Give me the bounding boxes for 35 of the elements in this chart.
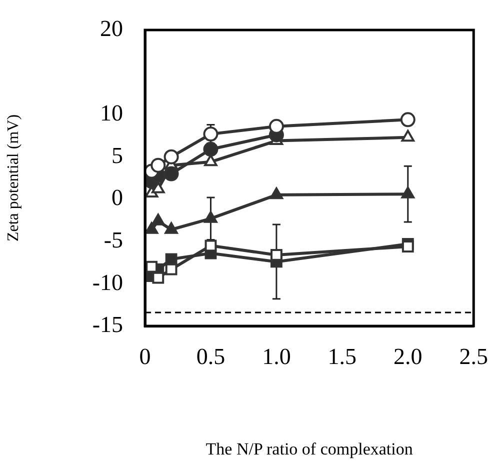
y-tick-label: -10 [92, 270, 123, 295]
point [204, 240, 217, 252]
point [150, 158, 166, 173]
point [152, 272, 164, 284]
x-tick-label: 1.0 [262, 344, 291, 369]
point [204, 211, 218, 223]
x-tick-label: 2.0 [394, 344, 422, 369]
point [268, 118, 284, 134]
x-tick-label: 0 [139, 344, 151, 369]
y-tick-label: 0 [112, 185, 123, 210]
x-axis-title: The N/P ratio of complexation [206, 439, 414, 458]
point [270, 187, 284, 200]
x-tick-label: 2.5 [459, 344, 488, 369]
point [203, 126, 218, 142]
y-tick-label: 5 [112, 142, 123, 168]
point [164, 149, 179, 164]
x-tick-label: 0.5 [196, 344, 226, 369]
point [145, 222, 158, 234]
point [164, 166, 179, 182]
y-tick-label: -15 [92, 312, 123, 338]
point [270, 249, 282, 261]
y-tick-label: 20 [100, 16, 123, 42]
y-tick-label: -5 [104, 227, 123, 252]
point [203, 142, 218, 157]
y-axis-title: Zeta potential (mV) [4, 114, 22, 242]
point [164, 222, 178, 234]
point [402, 240, 414, 252]
point [204, 154, 218, 166]
point [152, 214, 165, 226]
point [165, 263, 178, 276]
point [400, 112, 416, 128]
y-tick-label: 10 [100, 100, 123, 126]
point [401, 130, 415, 142]
point [401, 186, 415, 198]
x-tick-label: 1.5 [328, 344, 357, 369]
